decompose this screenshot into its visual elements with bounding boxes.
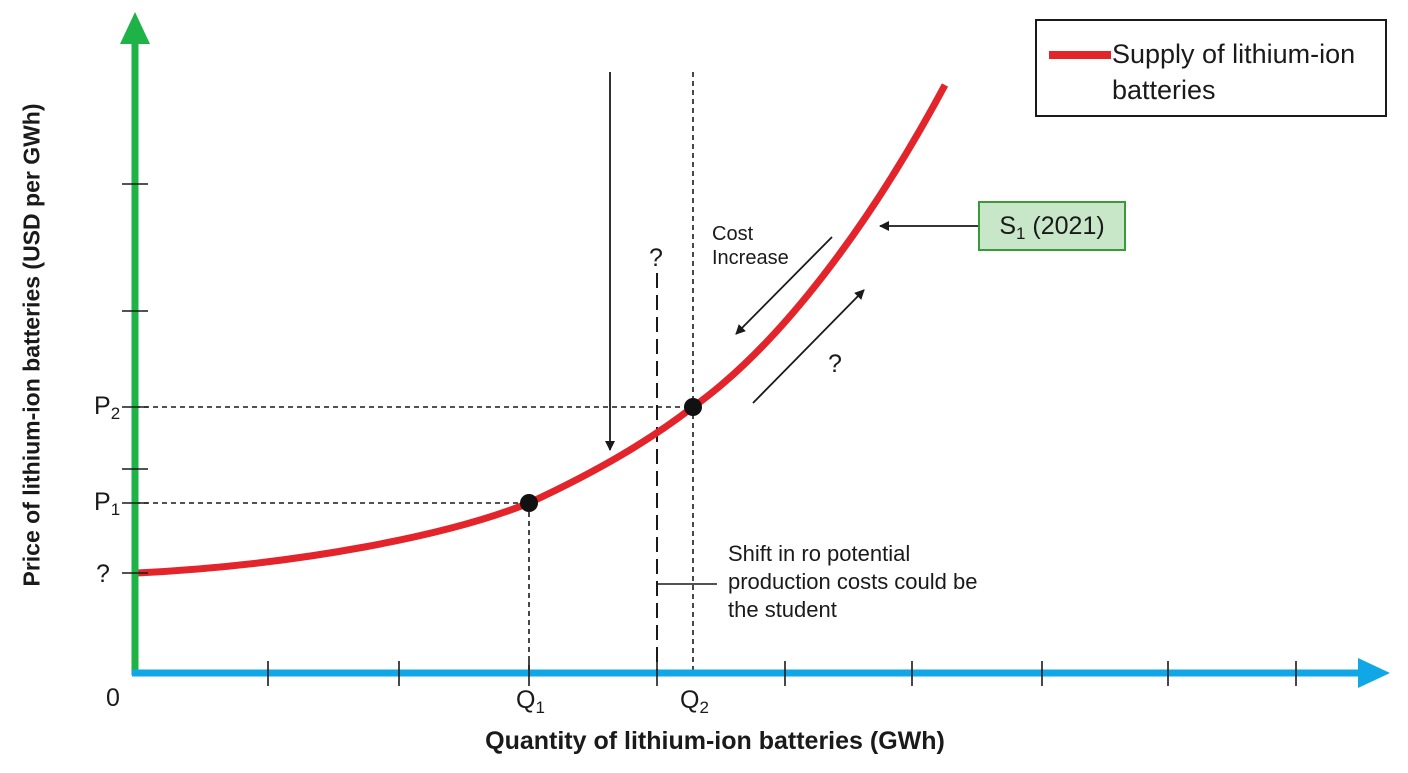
arrow-question: ? <box>828 350 842 378</box>
cost-increase-label: Cost Increase <box>712 222 789 270</box>
q2-label-main: Q <box>680 686 700 714</box>
p2-label: P2 <box>94 392 120 424</box>
q1-label: Q1 <box>516 686 545 718</box>
y-axis-title: Price of lithium-ion batteries (USD per … <box>18 103 45 587</box>
y-axis-arrowhead <box>120 12 150 44</box>
cost-increase-line2: Increase <box>712 247 789 269</box>
legend: Supply of lithium-ion batteries <box>1035 19 1387 117</box>
q2-label: Q2 <box>680 686 709 718</box>
p1-label: P1 <box>94 488 120 520</box>
p1-label-sub: 1 <box>110 499 121 519</box>
shift-note: Shift in ro potential production costs c… <box>728 541 978 622</box>
x-axis-ticks <box>267 661 1297 686</box>
x-axis-title: Quantity of lithium-ion batteries (GWh) <box>485 727 945 755</box>
p1-label-main: P <box>94 488 111 516</box>
x-axis-arrowhead <box>1358 658 1390 688</box>
q1-label-main: Q <box>516 686 536 714</box>
s1-label-main: S <box>999 212 1016 240</box>
dashed-line-question: ? <box>649 244 663 272</box>
s1-label-rest: (2021) <box>1025 212 1105 240</box>
question-arrow <box>752 289 865 404</box>
y-axis-ticks <box>122 183 148 574</box>
q1-label-sub: 1 <box>535 697 545 717</box>
legend-swatch <box>1049 51 1111 59</box>
point-q2-p2 <box>684 398 702 416</box>
unknown-price-label: ? <box>96 560 110 588</box>
cost-increase-arrow <box>735 236 833 335</box>
point-q1-p1 <box>520 494 538 512</box>
q2-label-sub: 2 <box>699 697 709 717</box>
s1-label-sub: 1 <box>1016 223 1026 243</box>
origin-label: 0 <box>106 684 120 712</box>
supply-curve <box>136 83 949 577</box>
legend-label: Supply of lithium-ion batteries <box>1112 39 1356 105</box>
p2-label-main: P <box>94 392 111 420</box>
p2-label-sub: 2 <box>110 403 121 423</box>
cost-increase-line1: Cost <box>712 223 754 245</box>
s1-label-box: S1 (2021) <box>978 201 1126 251</box>
